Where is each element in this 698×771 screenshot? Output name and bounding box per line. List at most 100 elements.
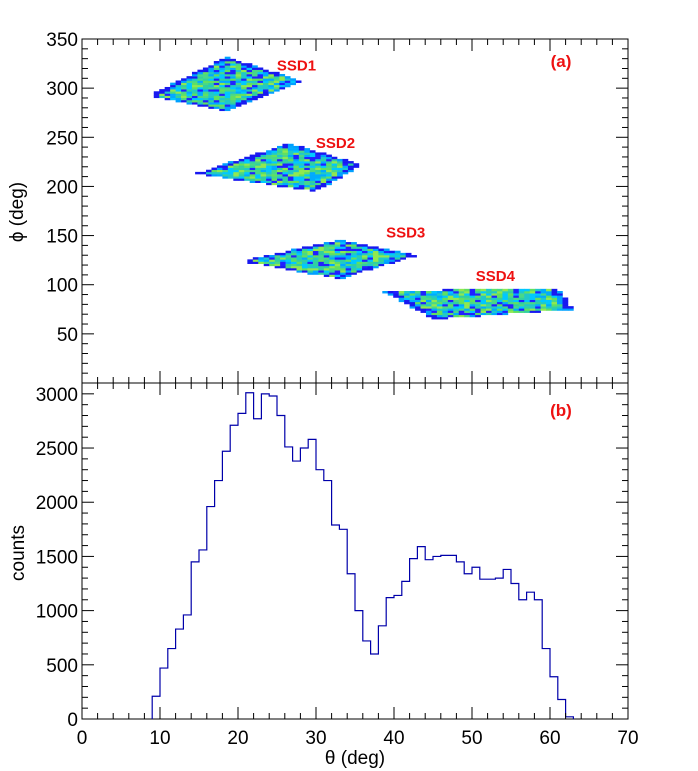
heat-cell (291, 250, 297, 254)
heat-cell (320, 152, 327, 155)
heat-cell (266, 165, 272, 168)
heat-cell (535, 310, 541, 313)
heat-cell (249, 161, 256, 164)
heat-cell (181, 99, 187, 103)
heat-cell (309, 184, 316, 188)
heat-cell (268, 71, 275, 75)
heat-cell (304, 152, 311, 155)
heat-cell (540, 297, 547, 300)
heat-cell (351, 261, 357, 264)
heat-cell (535, 295, 541, 298)
heat-cell (334, 265, 341, 269)
heat-cell (518, 295, 525, 298)
heat-cell (507, 293, 514, 296)
heat-cell (285, 263, 292, 267)
heat-cell (323, 244, 330, 247)
heat-cell (362, 255, 368, 258)
heat-cell (315, 161, 321, 164)
heat-cell (529, 308, 536, 311)
heat-cell (244, 167, 250, 171)
heat-cell (480, 310, 487, 313)
heat-cell (224, 65, 231, 68)
heat-cell (262, 69, 269, 73)
heat-cell (153, 93, 160, 96)
heat-cell (475, 291, 481, 294)
y-tick-label: 0 (67, 710, 78, 731)
heat-cell (405, 252, 412, 256)
heat-cell (260, 167, 267, 171)
heat-cell (241, 89, 247, 92)
heat-cell (282, 165, 289, 168)
heat-cell (513, 297, 520, 300)
heat-cell (345, 255, 352, 258)
heat-cell (507, 310, 514, 313)
heat-cell (246, 95, 253, 99)
x-axis-label: θ (deg) (325, 748, 385, 769)
heat-cell (186, 93, 193, 96)
heat-cell (191, 93, 198, 96)
heat-cell (546, 288, 552, 292)
heat-cell (524, 303, 531, 307)
heat-cell (420, 291, 427, 294)
heat-cell (351, 270, 357, 273)
heat-cell (224, 76, 231, 79)
heat-cell (293, 187, 300, 190)
heat-cell (491, 295, 498, 298)
heat-cell (453, 303, 460, 307)
heat-cell (458, 312, 465, 316)
heat-cell (241, 84, 247, 88)
heat-cell (246, 97, 253, 101)
heat-cell (312, 244, 319, 247)
heat-cell (219, 61, 226, 64)
heat-cell (181, 97, 187, 101)
heat-cell (398, 293, 405, 296)
heat-cell (404, 297, 410, 300)
heat-cell (298, 150, 305, 153)
heat-cell (529, 295, 536, 298)
heat-cell (442, 291, 449, 294)
heat-cell (372, 246, 379, 249)
heat-cell (315, 154, 321, 158)
heat-cell (356, 252, 363, 256)
heat-cell (329, 259, 336, 262)
heat-cell (274, 265, 281, 269)
heat-cell (262, 80, 269, 83)
heat-cell (219, 91, 226, 94)
heat-cell (271, 174, 278, 177)
heat-cell (249, 156, 256, 160)
heat-cell (241, 67, 247, 70)
heat-cell (257, 71, 264, 75)
heat-cell (249, 176, 256, 179)
heat-cell (170, 93, 176, 96)
heat-cell (224, 82, 231, 86)
heat-cell (191, 95, 198, 99)
heat-cell (208, 71, 215, 75)
heat-cell (249, 167, 256, 171)
heat-cell (331, 171, 338, 175)
heat-cell (175, 91, 182, 94)
heat-cell (246, 80, 253, 83)
heat-cell (271, 180, 278, 183)
heat-cell (312, 255, 319, 258)
heat-cell (224, 56, 231, 60)
heat-cell (464, 295, 470, 298)
region-ssd1 (153, 56, 302, 112)
y-tick-label: 1500 (36, 547, 78, 568)
heat-cell (323, 261, 330, 264)
heat-cell (372, 261, 379, 264)
heat-cell (224, 104, 231, 107)
heat-cell (393, 295, 399, 298)
heat-cell (252, 73, 258, 77)
heat-cell (244, 171, 250, 175)
heat-cell (235, 95, 242, 99)
heat-cell (224, 108, 231, 112)
heat-cell (208, 86, 215, 90)
heat-cell (186, 86, 193, 90)
heat-cell (334, 261, 341, 264)
heat-cell (409, 299, 416, 303)
heat-cell (280, 252, 286, 256)
heat-cell (378, 261, 385, 264)
heat-cell (269, 263, 275, 267)
heat-cell (362, 268, 368, 271)
heat-cell (436, 303, 443, 307)
